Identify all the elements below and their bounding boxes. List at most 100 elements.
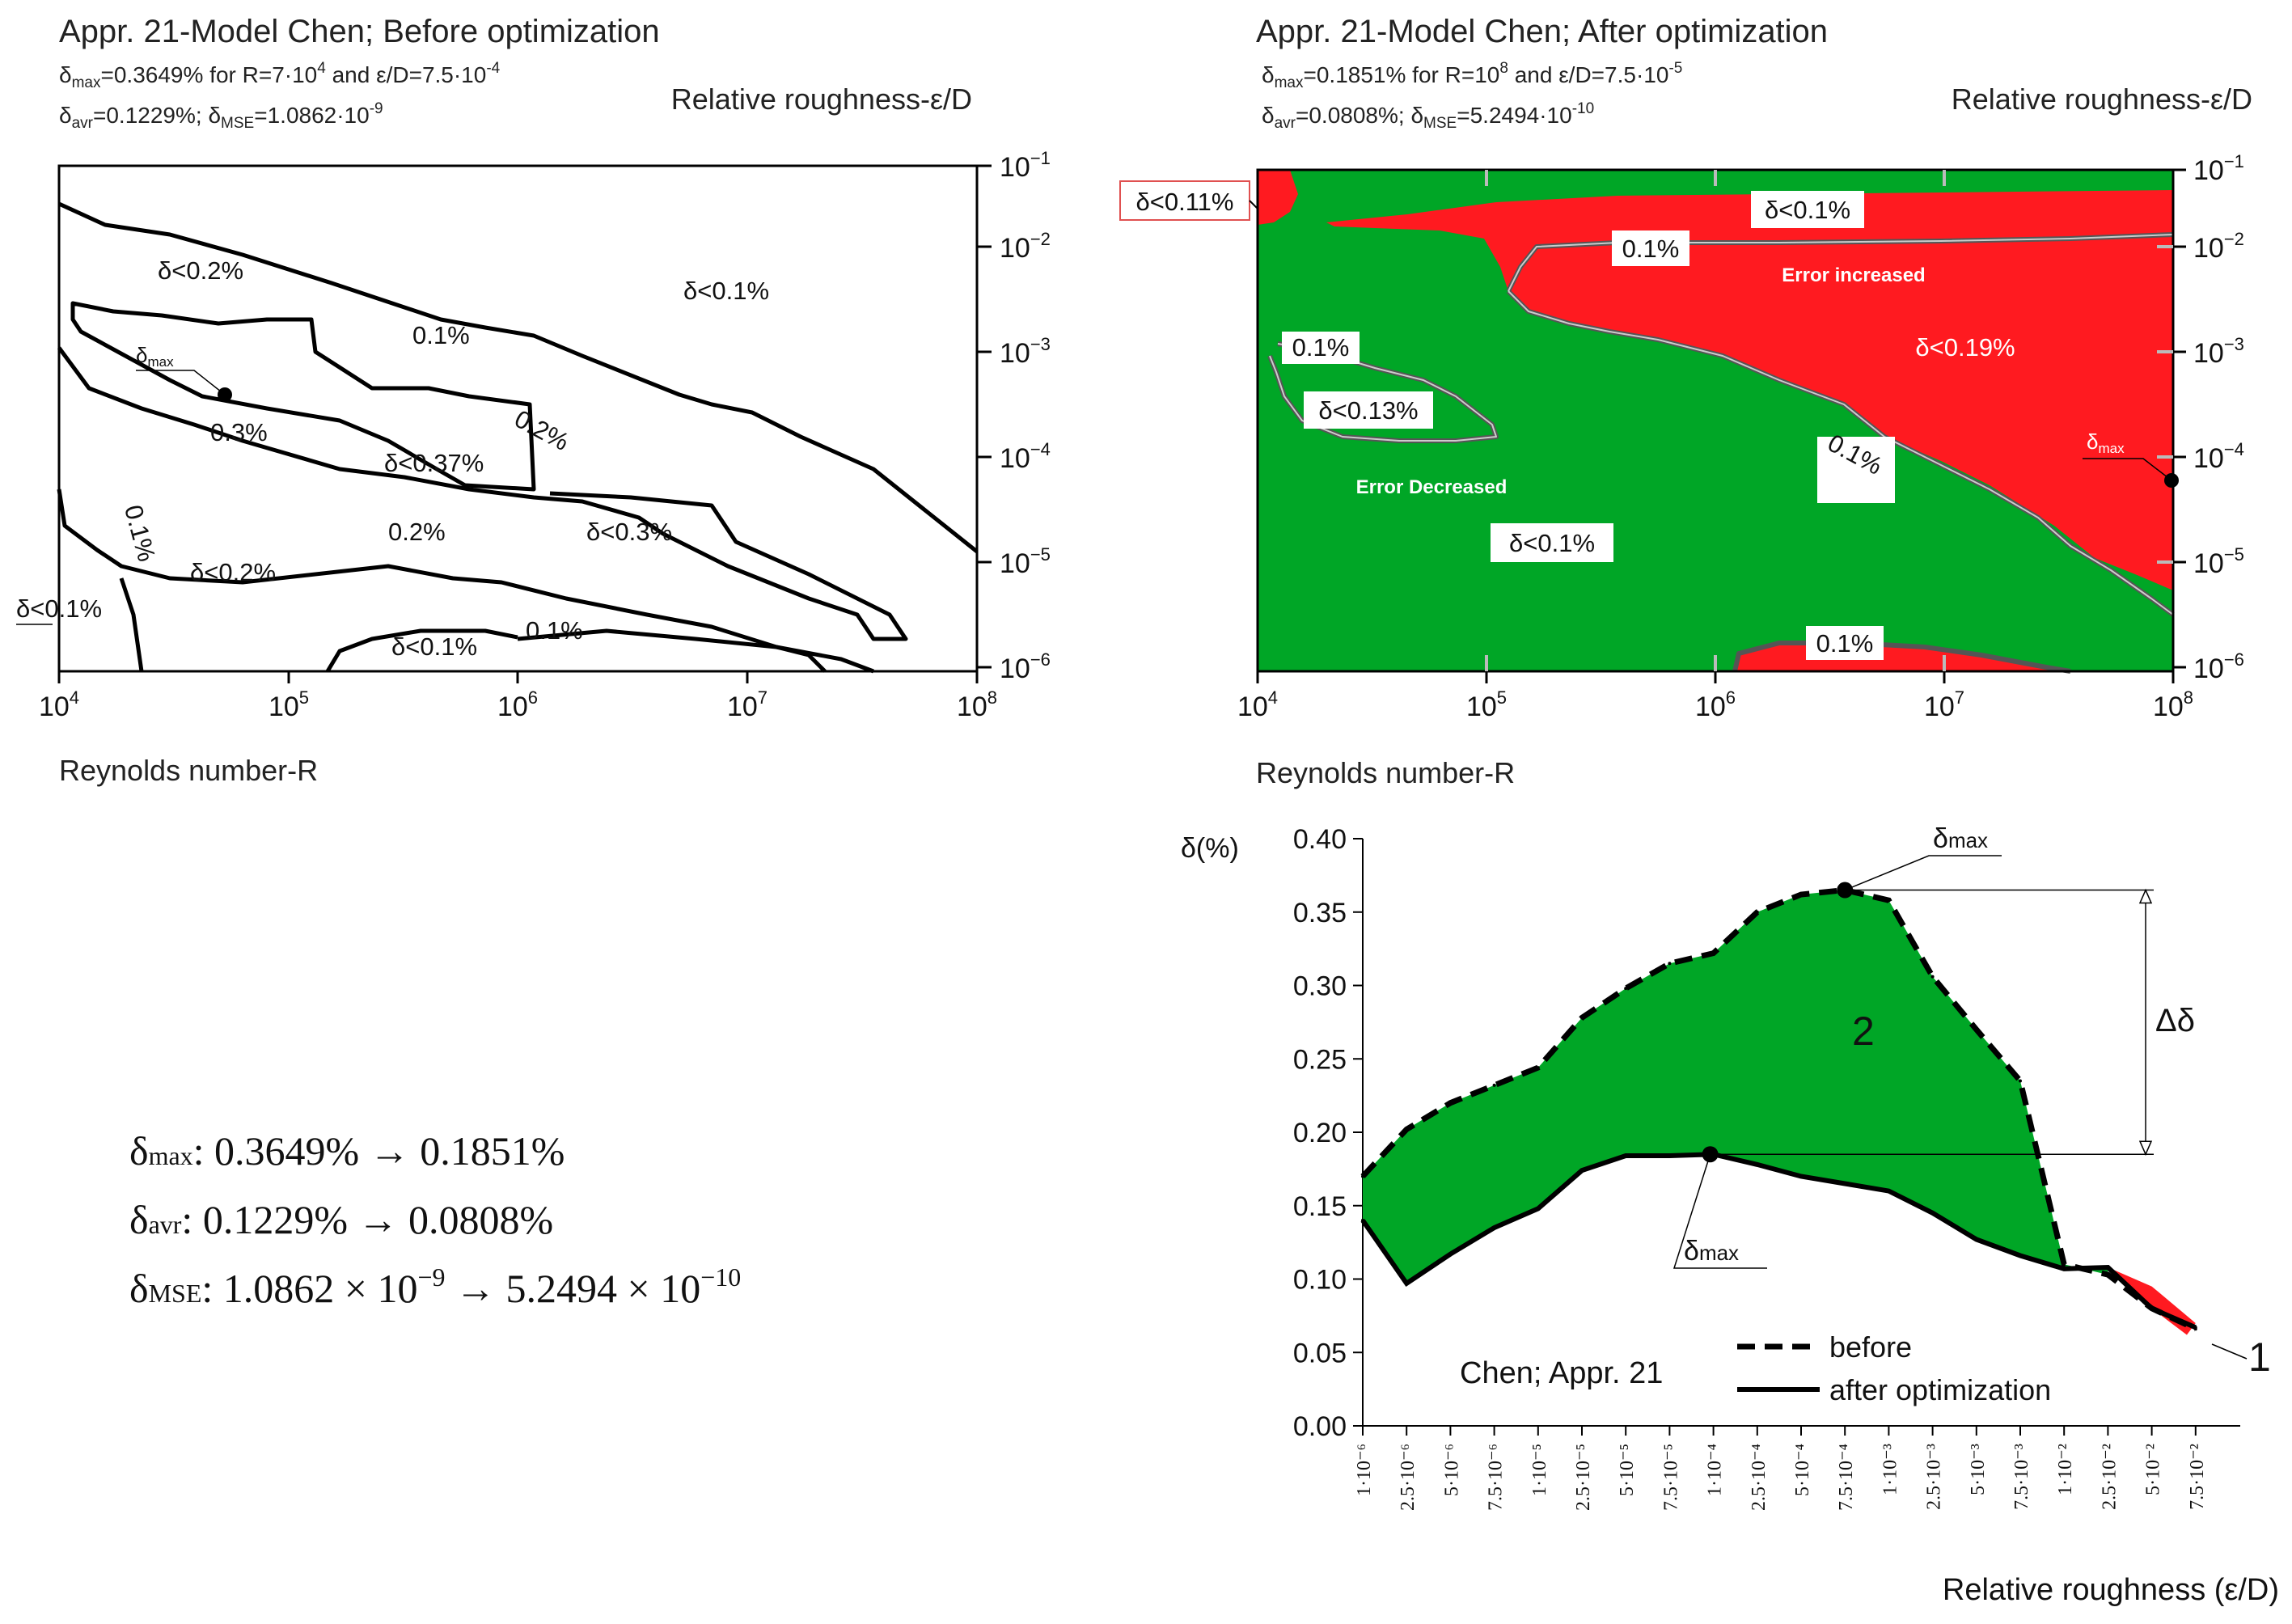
panel-before-y-axis: 10−1 10−2 10−3 10−4 10−5 10−6: [977, 148, 1051, 684]
stat-mid: and ε/D=7.5·10: [326, 62, 487, 87]
point-before: [1711, 951, 1715, 955]
label-box: [1119, 180, 1250, 221]
annotation-error-increased: Error increased: [1782, 264, 1925, 286]
point-after: [1887, 1189, 1891, 1193]
stat-text: =1.0862·10: [254, 103, 369, 128]
x-tick-label: 106: [497, 687, 538, 722]
point-after: [1799, 1174, 1803, 1178]
y-tick-label: 0.25: [1293, 1044, 1347, 1075]
panel-before-dmax: δmax: [136, 343, 232, 402]
y-tick-label: 10−1: [2193, 151, 2244, 186]
dmax-base: δ: [2087, 429, 2098, 454]
contour-label: 0.1%: [412, 321, 470, 349]
dmax-leader: [2083, 458, 2172, 481]
panel-before-stats-avr: δavr=0.1229%; δMSE=1.0862·10-9: [59, 100, 383, 132]
summary-text: δmax: 0.3649% → 0.1851% δavr: 0.1229% → …: [129, 1128, 741, 1311]
stat-text: =0.1851% for R=10: [1304, 62, 1500, 87]
contour-highlight: [1508, 234, 2174, 292]
stat-prefix: δ: [1262, 62, 1275, 87]
x-tick-label: 5·10⁻⁴: [1792, 1444, 1813, 1496]
stat-sub: max: [1275, 74, 1304, 91]
label-box: [1491, 523, 1613, 562]
stat-exp: -5: [1668, 60, 1682, 77]
y-tick-label: 0.00: [1293, 1411, 1347, 1442]
stat-text: =5.2494·10: [1457, 103, 1571, 128]
x-tick-label: 2.5·10⁻⁵: [1573, 1444, 1594, 1511]
stat-exp: 8: [1499, 60, 1508, 77]
contour-label: 0.1%: [526, 616, 583, 645]
contour-highlight: [1508, 290, 2174, 615]
y-tick-label: 10−4: [1000, 439, 1051, 474]
boxed-label: δ<0.1%: [1765, 196, 1850, 224]
leader-line: [1249, 200, 1258, 209]
x-tick-label: 1·10⁻⁴: [1705, 1444, 1726, 1496]
summary-line-avr: δavr: 0.1229% → 0.0808%: [129, 1197, 553, 1242]
panel-after-x-axis: 104 105 106 107 108 Reynolds number-R: [1237, 671, 2193, 789]
stat-text: =0.3649% for R=7·10: [101, 62, 318, 87]
panel-after-y-axis: 10−1 10−2 10−3 10−4 10−5 10−6: [2173, 151, 2244, 684]
stat-exp: -4: [486, 60, 500, 77]
panel-line-chart: δ(%) 0.40 0.35 0.30 0.25 0.20 0.15 0.10 0.05 0.0…: [1181, 823, 2279, 1607]
point-before: [1799, 892, 1803, 896]
point-before: [1624, 987, 1628, 991]
boxed-label: 0.1%: [1292, 333, 1350, 362]
x-tick-label: 7.5·10⁻³: [2011, 1444, 2032, 1510]
stat-exp: 4: [317, 60, 326, 77]
region-error-increased: [1258, 170, 1298, 225]
y-tick-label: 10−2: [1000, 229, 1051, 264]
y-tick-label: 10−5: [2193, 544, 2244, 579]
panel-before-right-title: Relative roughness-ε/D: [671, 82, 972, 116]
dmax-sub: max: [147, 354, 174, 370]
boxed-label: δ<0.13%: [1318, 396, 1418, 425]
panel-before-x-axis: 104 105 106 107 108 Reynolds number-R: [39, 671, 997, 787]
arrow-head-down: [2138, 1140, 2153, 1157]
contour-line: [57, 346, 908, 641]
region-label: δ<0.3%: [586, 518, 672, 546]
stat-prefix: δ: [1262, 103, 1275, 128]
chart-inner-title: Chen; Appr. 21: [1460, 1356, 1663, 1390]
dmax-before-leader: [1844, 855, 2002, 891]
y-tick-label: 10−1: [1000, 148, 1051, 183]
point-before: [2062, 1262, 2066, 1267]
region-2-label: 2: [1852, 1009, 1875, 1054]
y-tick-label: 0.40: [1293, 824, 1347, 855]
delta-delta-label: Δδ: [2155, 1003, 2195, 1038]
x-axis-title: Relative roughness (ε/D): [1943, 1573, 2279, 1607]
point-after: [1405, 1281, 1409, 1285]
panel-after-stats-avr: δavr=0.0808%; δMSE=5.2494·10-10: [1262, 100, 1594, 132]
dmax-label: δmax: [136, 343, 174, 370]
point-after: [1755, 1162, 1759, 1166]
stat-exp: -10: [1572, 100, 1594, 117]
x-tick-label: 7.5·10⁻⁴: [1836, 1444, 1857, 1511]
x-tick-label: 2.5·10⁻⁴: [1749, 1444, 1770, 1511]
point-before: [1448, 1101, 1453, 1105]
point-after: [2062, 1267, 2066, 1271]
y-tick-label: 0.20: [1293, 1118, 1347, 1148]
region-1-leader: [2211, 1343, 2248, 1360]
region-label: δ<0.1%: [683, 277, 769, 305]
y-tick-label: 10−2: [2193, 229, 2244, 264]
panel-after-edge-ticks: [1485, 170, 2173, 671]
contour-line: [57, 488, 874, 674]
stat-sub: MSE: [221, 115, 254, 132]
panel-before-region-labels: δ<0.2% δ<0.1% δ<0.37% δ<0.3% δ<0.2% δ<0.…: [16, 256, 769, 661]
x-tick-label: 105: [269, 687, 309, 722]
region-label: δ<0.2%: [190, 558, 276, 586]
boxed-label: δ<0.19%: [1915, 333, 2015, 362]
x-tick-label: 105: [1466, 687, 1507, 722]
boxed-label: 0.1%: [1816, 629, 1874, 658]
region-label: δ<0.1%: [391, 632, 477, 661]
point-before: [1536, 1066, 1540, 1070]
x-tick-label: 7.5·10⁻⁶: [1486, 1444, 1507, 1511]
point-before: [1580, 1016, 1584, 1020]
y-tick-label: 0.30: [1293, 971, 1347, 1002]
panel-after-right-title: Relative roughness-ε/D: [1952, 82, 2252, 116]
x-axis-title: Reynolds number-R: [59, 754, 318, 787]
dmax-after-leader: [1672, 1153, 1767, 1269]
contour-line: [57, 201, 979, 553]
dmax-after-label: δmax: [1684, 1236, 1739, 1267]
series-after-line: [1360, 1152, 2197, 1330]
point-after: [1536, 1207, 1540, 1211]
summary-line-max: δmax: 0.3649% → 0.1851%: [129, 1128, 565, 1174]
